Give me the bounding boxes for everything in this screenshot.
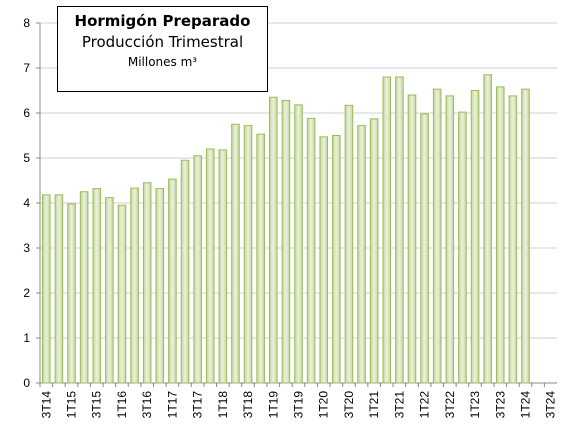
bar [105,197,114,384]
x-tick-label: 3T14 [39,391,53,419]
y-tick-label: 6 [23,106,30,120]
x-tick-label: 3T18 [241,391,255,419]
y-tick-label: 1 [23,331,30,345]
bar [319,136,329,384]
bar [42,194,51,384]
y-tick-label: 8 [23,16,30,30]
bar [54,194,64,384]
bar [205,148,215,384]
x-tick-label: 3T19 [292,391,306,419]
bar [521,88,530,384]
x-tick-label: 1T16 [115,391,129,419]
x-tick-label: 3T20 [342,391,356,419]
title-box: Hormigón Preparado Producción Trimestral… [57,6,268,92]
y-tick-label: 5 [23,151,30,165]
x-tick-label: 3T17 [191,391,205,419]
bar [218,149,228,384]
x-tick-label: 3T21 [392,391,406,419]
y-tick-label: 4 [23,196,30,210]
bar [432,88,442,384]
bar [268,96,278,384]
x-tick-label: 1T21 [367,391,381,419]
y-tick-label: 7 [23,61,30,75]
bar [243,125,253,384]
bar [458,111,467,384]
x-tick-label: 1T15 [65,391,79,419]
y-tick-label: 0 [23,376,30,390]
y-tick-label: 3 [23,241,30,255]
x-tick-label: 1T18 [216,391,230,419]
x-tick-label: 1T24 [518,391,532,419]
bar [281,99,291,384]
bar [180,159,190,384]
bar [470,90,480,384]
bar [130,187,139,384]
bar [155,188,165,384]
bar [382,76,392,384]
x-tick-label: 1T17 [165,391,179,419]
bar [168,178,177,384]
bar [395,76,404,384]
x-tick-label: 3T15 [90,391,104,419]
bar [357,125,366,384]
x-tick-label: 3T22 [443,391,457,419]
bar [117,204,127,384]
unit-label: Millones m³ [127,55,198,69]
bar [495,86,505,384]
bar [294,104,303,384]
x-tick-label: 1T22 [418,391,432,419]
chart-title: Hormigón Preparado [74,12,251,30]
bar [369,118,379,384]
x-tick-label: 3T24 [544,391,558,419]
x-tick-label: 3T23 [493,391,507,419]
bar [344,104,354,384]
bar [508,95,518,384]
bar [231,123,240,384]
bar [142,182,152,384]
bar [67,203,76,384]
bar [407,94,417,384]
x-tick-label: 1T19 [266,391,280,419]
bar [483,74,492,384]
x-tick-label: 1T23 [468,391,482,419]
bar [445,95,455,384]
bar [256,133,265,384]
bar [306,117,316,384]
y-tick-label: 2 [23,286,30,300]
bar [79,191,89,384]
x-tick-label: 1T20 [317,391,331,419]
bar [92,188,102,384]
chart-subtitle: Producción Trimestral [81,33,244,51]
bar [193,155,202,384]
x-tick-label: 3T16 [140,391,154,419]
bar [420,113,429,384]
bar [332,135,341,384]
